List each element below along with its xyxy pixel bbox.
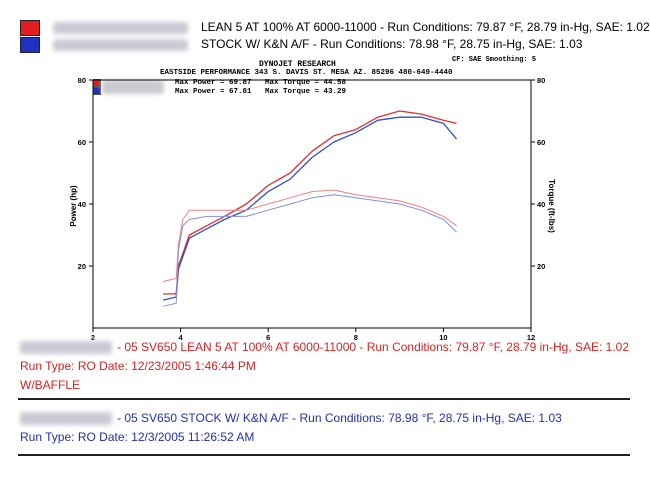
run1-extra: W/BAFFLE [20,378,81,392]
x-tick-label: 12 [527,333,535,342]
y2-tick-label: 40 [537,200,545,209]
y-axis-title: Power (hp) [69,185,78,227]
chart-address: EASTSIDE PERFORMANCE 343 S. DAVIS ST. ME… [160,69,453,77]
power-series-line [163,110,457,295]
y2-tick-label: 60 [537,138,545,147]
power-series-line [162,116,457,301]
run2-title: - 05 SV650 STOCK W/ K&N A/F - Run Condit… [117,411,562,425]
x-tick-label: 2 [91,333,95,342]
y-tick-label: 60 [78,138,86,147]
run2-max-torque: Max Torque = 43.29 [265,88,347,96]
y-tick-label: 20 [78,262,86,271]
run2-info: Run Type: RO Date: 12/3/2005 11:26:52 AM [20,430,255,444]
chart-company: DYNOJET RESEARCH [259,60,336,69]
redacted-run1-name [20,341,112,354]
run1-max-power: Max Power = 69.87 [175,79,252,87]
x-tick-label: 4 [179,333,184,342]
redacted-run2-name [20,412,112,425]
run1-info: Run Type: RO Date: 12/23/2005 1:46:44 PM [20,359,256,373]
chart-settings: CF: SAE Smoothing: 5 [452,56,537,64]
y-tick-label: 80 [78,76,86,85]
y2-tick-label: 80 [537,76,545,85]
run2-color-swatch [20,37,40,53]
divider [18,398,630,400]
series-group [162,110,457,307]
legend-run2-text: STOCK W/ K&N A/F - Run Conditions: 78.98… [201,37,583,51]
run1-title: - 05 SV650 LEAN 5 AT 100% AT 6000-11000 … [117,340,630,354]
torque-series-line [162,189,457,282]
y2-axis-title: Torque (ft-lbs) [547,179,556,233]
run2-max-power: Max Power = 67.81 [175,88,252,96]
x-tick-label: 6 [266,333,270,342]
redacted-name [53,22,188,34]
redacted-chart-label [102,80,164,94]
run1-color-swatch [20,20,40,36]
x-tick-label: 8 [354,333,358,342]
x-tick-label: 10 [439,333,447,342]
run1-max-torque: Max Torque = 44.58 [265,79,347,87]
plot-frame [92,79,532,329]
torque-series-line [162,194,457,307]
y2-tick-label: 20 [537,262,545,271]
divider [18,454,630,456]
y-tick-label: 40 [78,200,86,209]
redacted-name [53,39,188,51]
legend-run1-text: LEAN 5 AT 100% AT 6000-11000 - Run Condi… [201,20,650,34]
axis-ticks: 2 4 6 8 10 12 20 40 60 80 20 40 60 80 [78,76,546,342]
